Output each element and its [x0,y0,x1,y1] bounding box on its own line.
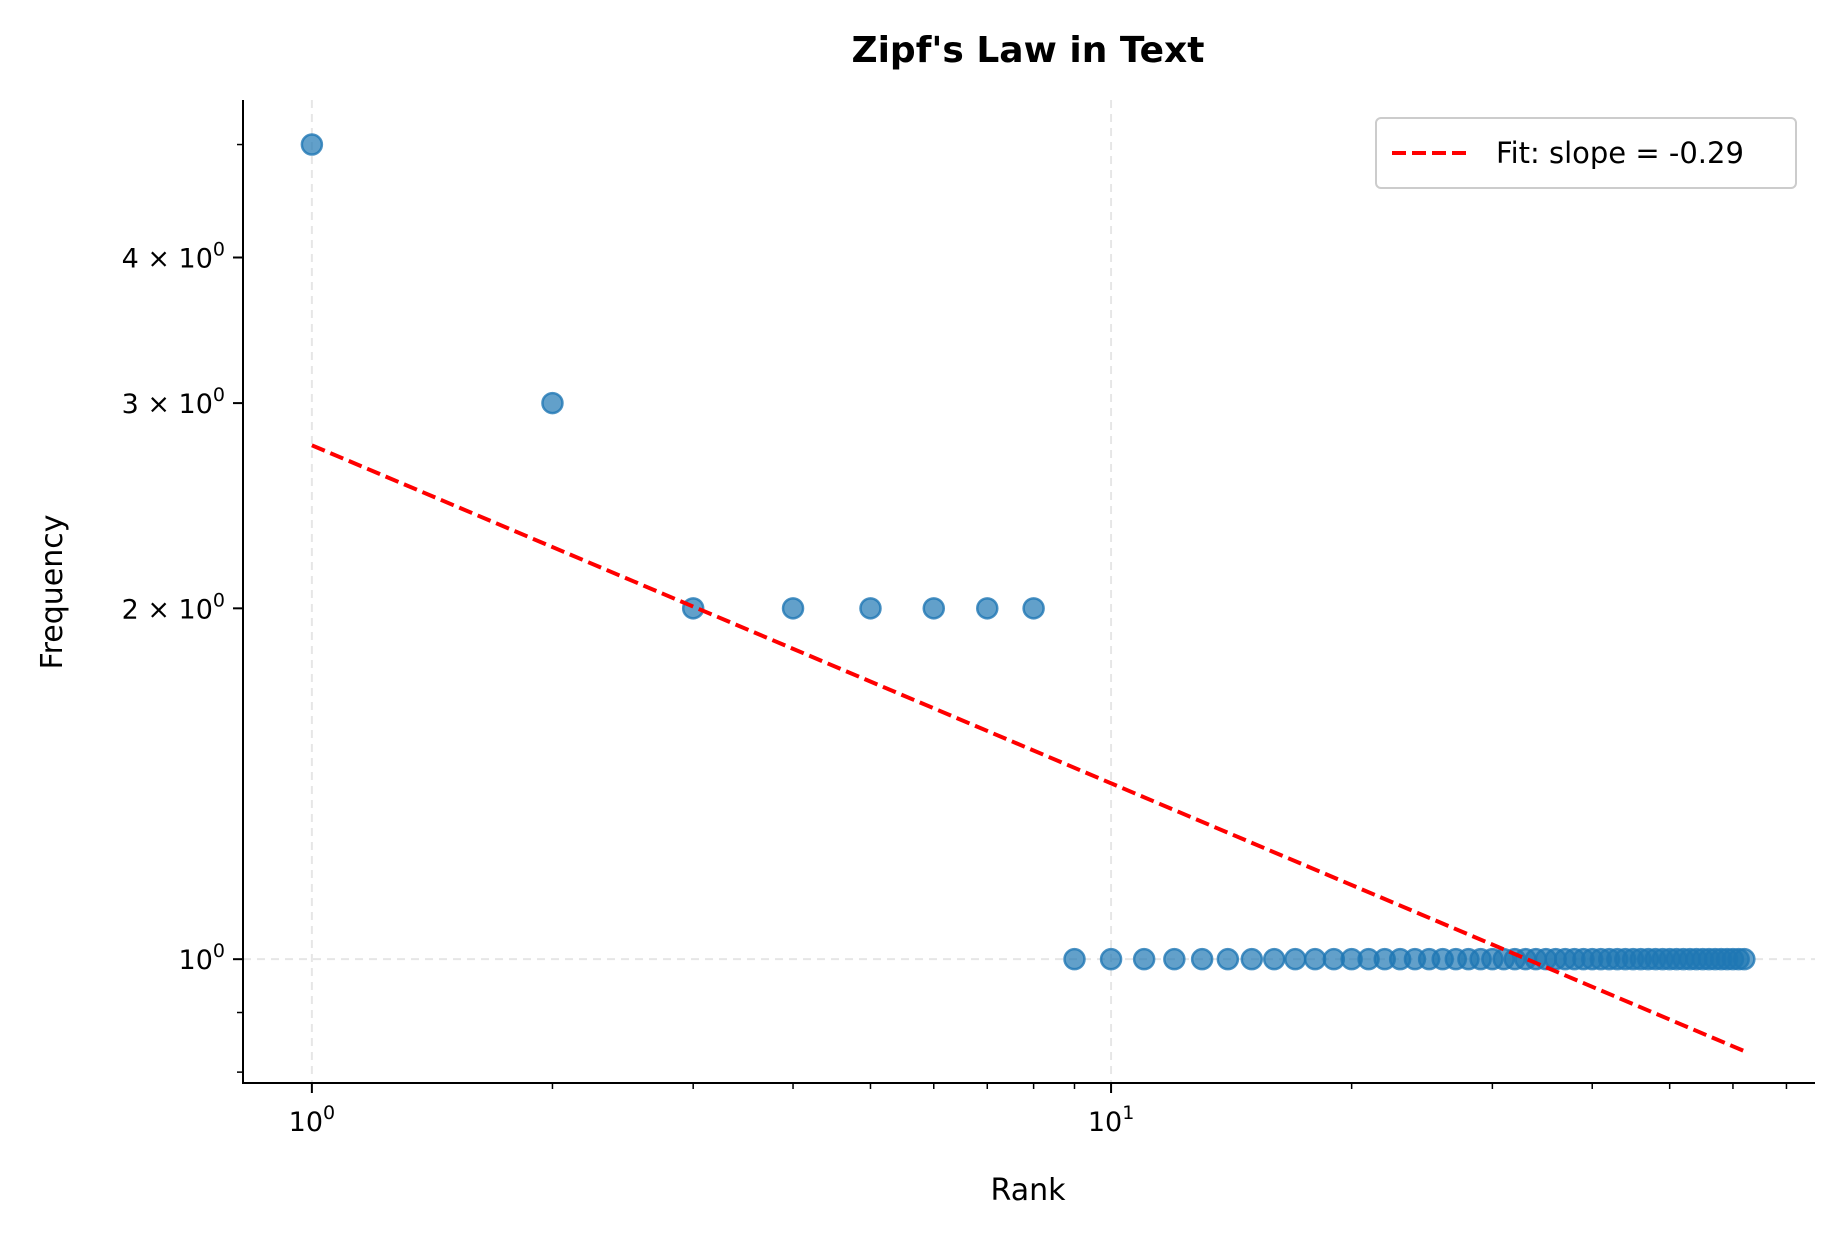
data-point [1240,947,1264,971]
data-point [1283,947,1307,971]
data-point [541,391,564,415]
data-point [1063,947,1086,971]
data-point [1262,947,1286,971]
data-point [781,597,805,620]
data-point [1163,947,1186,971]
y-axis-label: Frequency [35,515,70,670]
data-point [922,597,946,620]
data-point [1132,947,1156,971]
legend-box [1375,117,1797,189]
y-tick-label: 100 [179,940,225,976]
x-tick-label: 101 [1088,1102,1134,1138]
data-point [1303,947,1327,971]
y-tick-label: 2 × 100 [122,589,225,625]
fit-line [311,443,1746,1053]
data-point [859,597,882,620]
data-point [1022,597,1045,620]
chart-title: Zipf's Law in Text [851,30,1204,71]
data-point [976,597,999,620]
x-tick-label: 100 [289,1102,335,1138]
legend-label: Fit: slope = -0.29 [1496,136,1744,170]
data-point [300,133,324,156]
y-tick-label: 3 × 100 [122,384,225,420]
data-point [1733,947,1756,971]
y-tick-label: 4 × 100 [122,238,225,274]
data-point [1099,947,1123,971]
x-axis-label: Rank [991,1173,1067,1208]
data-point [1190,947,1214,971]
data-point [1216,947,1240,971]
legend: Fit: slope = -0.29 [1375,117,1797,189]
